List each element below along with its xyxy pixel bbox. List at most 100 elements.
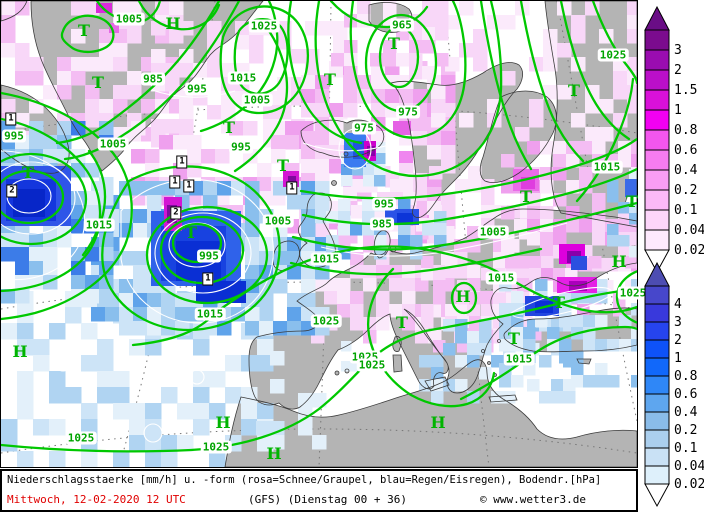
precip-cell-rain: [298, 407, 313, 422]
precip-cell-rain: [619, 339, 632, 352]
precip-cell-snow: [99, 99, 114, 114]
precip-core-cell: [625, 179, 637, 197]
precip-core-cell: [196, 281, 246, 303]
precip-cell-rain: [539, 355, 552, 368]
precip-cell-snow: [529, 113, 544, 128]
precip-cell-snow: [343, 103, 358, 118]
legend-tick-label: 0.6: [674, 387, 697, 402]
legend-tick-label: 0.4: [674, 163, 698, 178]
legend-color-box: [644, 149, 670, 171]
precip-cell-snow: [257, 163, 272, 178]
precip-cell-rain: [410, 247, 423, 260]
precip-cell-rain: [119, 251, 134, 266]
precip-cell-snow: [343, 89, 358, 104]
precip-cell-snow: [442, 192, 456, 206]
precip-core-cell: [393, 121, 411, 135]
precip-cell-snow: [618, 219, 632, 233]
precip-cell-snow: [285, 135, 300, 150]
precip-cell-snow: [363, 265, 377, 279]
precip-cell-snow: [445, 57, 460, 72]
caption-bar: Niederschlagsstaerke [mm/h] u. -form (ro…: [0, 469, 638, 512]
precip-cell-rain: [241, 419, 258, 436]
precip-cell-rain: [209, 371, 226, 388]
precip-cell-rain: [245, 293, 260, 308]
precip-cell-snow: [1, 29, 16, 44]
precip-cell-rain: [398, 223, 411, 236]
precip-cell-rain: [315, 307, 330, 322]
precip-cell-snow: [315, 103, 330, 118]
precip-cell-snow: [627, 15, 637, 30]
precip-cell-rain: [535, 279, 548, 292]
precip-cell-rain: [15, 247, 30, 262]
precip-cell-snow: [363, 317, 377, 331]
precip-cell-rain: [374, 164, 386, 176]
precip-cell-rain: [499, 279, 512, 292]
precip-cell-snow: [566, 154, 580, 168]
precip-cell-snow: [527, 232, 541, 246]
precip-cell-snow: [427, 145, 442, 160]
precip-cell-rain: [71, 163, 86, 178]
precip-cell-rain: [398, 235, 411, 248]
precip-cell-snow: [29, 57, 44, 72]
rain-freezing-rain-intensity-mm-h-scale: 4 3 2 1 0.8 0.6 0.4 0.2 0.1 0.04 0.02: [644, 261, 704, 508]
precip-cell-snow: [467, 278, 481, 292]
precip-cell-snow: [179, 105, 194, 120]
precip-cell-snow: [207, 49, 222, 64]
precip-cell-rain: [65, 307, 82, 324]
legend-tick-label: 2: [674, 333, 682, 348]
precip-cell-snow: [493, 291, 507, 305]
precip-cell-snow: [618, 154, 632, 168]
legend-tick-label: 1.5: [674, 83, 697, 98]
precip-cell-snow: [127, 71, 142, 86]
precip-cell-rain: [113, 451, 130, 467]
precip-cell-snow: [127, 85, 142, 100]
precip-cell-snow: [363, 278, 377, 292]
precip-cell-snow: [579, 141, 593, 155]
precip-cell-snow: [315, 159, 330, 174]
precip-cell-snow: [1, 43, 16, 58]
precip-cell-snow: [481, 304, 494, 317]
precip-cell-snow: [441, 159, 456, 174]
precip-cell-rain: [29, 233, 44, 248]
precip-cell-rain: [352, 164, 364, 176]
precip-cell-snow: [371, 103, 386, 118]
precip-cell-snow: [553, 232, 567, 246]
precip-cell-rain: [301, 223, 316, 238]
precip-cell-snow: [571, 15, 586, 30]
precip-cell-rain: [434, 223, 447, 236]
precip-cell-snow: [301, 145, 316, 160]
precip-cell-rain: [161, 293, 176, 308]
precip-cell-rain: [559, 315, 572, 328]
map-canvas: [1, 1, 637, 467]
precip-cell-rain: [29, 149, 44, 164]
precip-cell-rain: [341, 164, 353, 176]
precip-cell-rain: [595, 375, 608, 388]
precip-cell-rain: [273, 279, 288, 294]
precip-cell-snow: [480, 291, 494, 305]
precip-cell-rain: [113, 371, 130, 388]
precip-cell-snow: [431, 85, 446, 100]
precip-cell-snow: [627, 29, 637, 44]
precip-cell-rain: [301, 293, 316, 308]
precip-cell-rain: [431, 355, 444, 368]
precip-cell-rain: [607, 339, 620, 352]
precip-cell-rain: [99, 191, 114, 206]
precip-cell-snow: [409, 53, 423, 67]
precip-cell-snow: [540, 141, 554, 155]
valid-datetime: Mittwoch, 12-02-2020 12 UTC: [7, 493, 186, 506]
precip-cell-snow: [337, 304, 351, 318]
legend-arrow-up-icon: [644, 5, 670, 31]
precip-cell-snow: [201, 149, 216, 164]
precip-cell-snow: [333, 35, 348, 50]
precip-cell-rain: [29, 135, 44, 150]
precip-cell-rain: [287, 307, 302, 322]
precip-cell-rain: [410, 235, 423, 248]
legend-color-box: [644, 357, 670, 377]
legend-color-box: [644, 229, 670, 251]
precip-cell-snow: [557, 43, 572, 58]
precip-cell-snow: [131, 149, 146, 164]
precip-cell-rain: [257, 403, 274, 420]
precip-cell-snow: [613, 292, 626, 305]
precip-cell-snow: [627, 57, 637, 72]
precip-cell-rain: [547, 327, 560, 340]
